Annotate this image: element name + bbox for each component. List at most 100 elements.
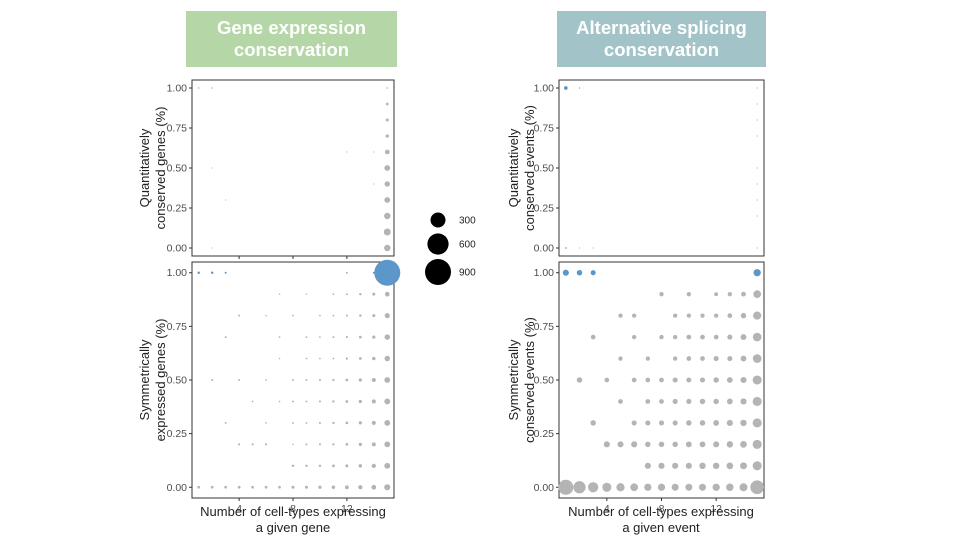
data-point-grey xyxy=(332,293,335,296)
data-point-grey xyxy=(727,355,733,362)
data-point-grey xyxy=(224,485,228,489)
data-point-grey xyxy=(713,355,719,362)
y-axis-title-line2: conserved events (%) xyxy=(522,105,537,231)
data-point-grey xyxy=(592,247,594,249)
legend-size-circle xyxy=(430,212,446,228)
data-point-grey xyxy=(603,441,610,448)
data-point-grey xyxy=(699,420,706,426)
data-point-grey xyxy=(332,336,335,339)
data-point-blue xyxy=(374,259,401,286)
data-point-grey xyxy=(238,379,241,381)
data-point-grey xyxy=(318,443,321,446)
data-point-grey xyxy=(211,247,213,249)
data-point-grey xyxy=(332,400,335,403)
data-point-blue xyxy=(590,270,596,276)
data-point-grey xyxy=(752,354,762,363)
data-point-grey xyxy=(699,441,706,448)
data-point-grey xyxy=(756,167,758,169)
data-point-grey xyxy=(672,441,678,448)
gene-title-line1: Gene expression xyxy=(216,17,367,38)
data-point-grey xyxy=(756,103,758,105)
data-point-grey xyxy=(659,334,664,340)
data-point-grey xyxy=(345,314,348,317)
data-point-grey xyxy=(358,378,362,382)
data-point-grey xyxy=(564,247,567,249)
data-point-grey xyxy=(384,165,391,171)
y-axis-title-line1: Symmetrically xyxy=(137,339,152,420)
data-point-grey xyxy=(686,420,692,426)
y-tick-label: 0.50 xyxy=(534,163,555,175)
legend-size-label: 600 xyxy=(459,240,476,251)
y-tick-label: 0.25 xyxy=(167,428,188,440)
x-tick-label: 8 xyxy=(659,503,665,515)
data-point-grey xyxy=(631,377,637,383)
y-tick-label: 1.00 xyxy=(167,83,188,95)
data-point-grey xyxy=(384,377,391,383)
y-tick-label: 1.00 xyxy=(167,267,188,279)
data-point-grey xyxy=(371,442,376,447)
data-point-grey xyxy=(699,398,706,405)
data-point-grey xyxy=(727,334,733,340)
y-tick-label: 0.50 xyxy=(167,375,188,387)
data-point-grey xyxy=(739,483,748,492)
data-point-grey xyxy=(753,311,762,320)
data-point-grey xyxy=(345,400,349,403)
data-point-grey xyxy=(672,420,678,426)
data-point-grey xyxy=(686,377,692,383)
data-point-grey xyxy=(332,464,335,468)
data-point-grey xyxy=(359,292,362,296)
data-point-grey xyxy=(686,292,692,297)
y-tick-label: 0.00 xyxy=(534,243,555,255)
data-point-grey xyxy=(305,400,308,403)
data-point-grey xyxy=(686,313,692,318)
data-point-grey xyxy=(631,420,637,426)
data-point-grey xyxy=(658,462,665,469)
data-point-grey xyxy=(590,420,596,426)
x-tick-label: 12 xyxy=(710,503,722,515)
data-point-grey xyxy=(604,377,610,383)
data-point-blue xyxy=(563,86,568,90)
data-point-grey xyxy=(685,462,692,469)
data-point-grey xyxy=(371,399,376,404)
data-point-grey xyxy=(576,377,583,383)
data-point-grey xyxy=(699,483,706,491)
data-point-grey xyxy=(631,334,637,340)
data-point-grey xyxy=(726,398,733,405)
data-point-grey xyxy=(224,421,227,424)
data-point-grey xyxy=(384,291,390,297)
data-point-grey xyxy=(373,183,375,185)
data-point-grey xyxy=(686,398,692,405)
data-point-grey xyxy=(373,151,375,153)
data-point-grey xyxy=(645,420,651,426)
data-point-blue xyxy=(562,269,569,276)
data-point-grey xyxy=(384,181,391,187)
data-point-grey xyxy=(345,464,349,468)
data-point-grey xyxy=(265,379,267,381)
data-point-grey xyxy=(756,215,758,217)
data-point-grey xyxy=(700,313,705,318)
data-point-grey xyxy=(672,398,678,405)
y-tick-label: 0.75 xyxy=(167,321,188,333)
splice-x-axis-title-line2: a given event xyxy=(622,520,700,535)
data-point-grey xyxy=(345,357,349,360)
x-tick-label: 4 xyxy=(604,503,610,515)
data-point-grey xyxy=(292,443,294,446)
data-point-grey xyxy=(384,398,391,405)
y-tick-label: 0.00 xyxy=(167,482,188,494)
data-point-grey xyxy=(578,247,581,249)
y-tick-label: 1.00 xyxy=(534,267,555,279)
data-point-grey xyxy=(383,228,391,236)
gene-x-axis-title-line1: Number of cell-types expressing xyxy=(200,504,386,519)
data-point-grey xyxy=(740,334,747,341)
x-tick-label: 12 xyxy=(341,503,353,515)
data-point-grey xyxy=(753,290,762,299)
data-point-grey xyxy=(645,356,651,361)
data-point-grey xyxy=(699,377,706,383)
data-point-grey xyxy=(346,151,348,153)
data-point-grey xyxy=(372,314,376,318)
data-point-grey xyxy=(726,483,734,492)
data-point-grey xyxy=(672,462,679,469)
y-tick-label: 0.00 xyxy=(167,243,188,255)
data-point-grey xyxy=(318,485,322,489)
